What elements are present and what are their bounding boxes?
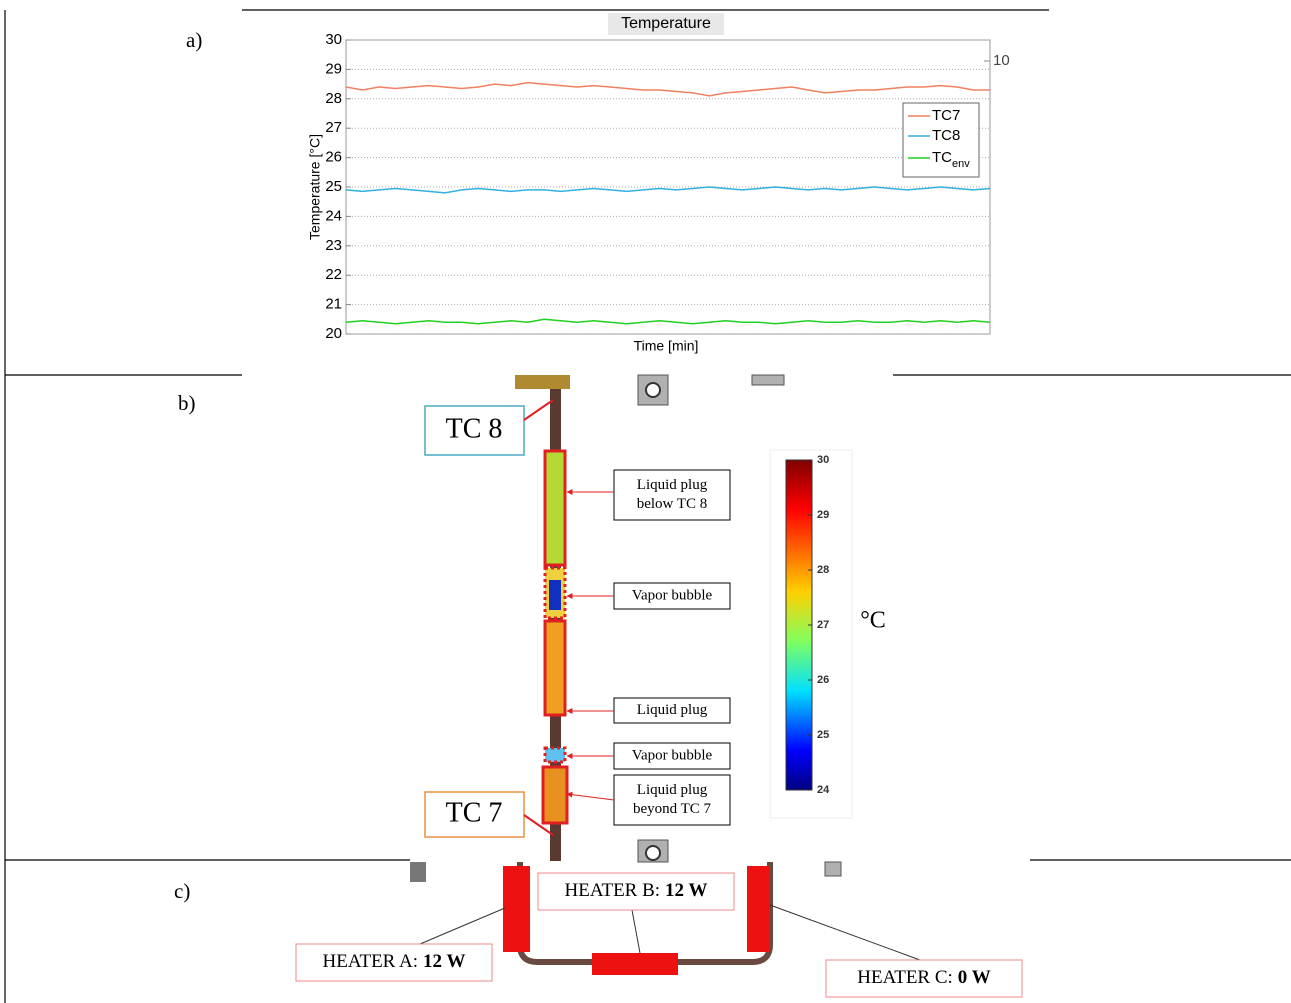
legend-label: TCenv [932,149,970,170]
leader [631,909,641,954]
heater [503,866,530,952]
leader [523,814,554,836]
heater-label: HEATER A: 12 W [323,951,466,972]
series-line [345,186,991,194]
callout-box [613,582,731,610]
callout-text: Liquid plug [637,782,708,798]
y-tick-label: 26 [325,149,342,166]
bracket-hole [645,382,661,398]
thermal-image: TC 8 TC 7 Liquid plug below TC 8 Vapor bub… [424,374,886,863]
liquid-plug [543,619,567,717]
y-tick-label: 21 [325,296,342,313]
colorbar-tick-label: 29 [817,509,829,521]
leader [419,907,506,945]
callout-text: beyond TC 7 [633,801,712,817]
bracket [824,861,842,877]
colorbar-tick-label: 24 [817,784,830,796]
heater-power: 12 W [423,951,465,972]
panel-label: a) [186,28,202,52]
heater [592,953,678,975]
fitting [410,862,426,882]
chart: Temperature Time [min] Temperature [°C] … [307,13,1010,354]
heater-power: 0 W [958,967,991,988]
leader [769,904,921,961]
colorbar-tick-label: 25 [817,729,829,741]
sensor-box [424,791,525,838]
callout-box [613,697,731,724]
vapor-core [549,580,561,610]
heater-label-box [295,943,493,982]
legend-subscript: env [952,158,970,170]
callout-box [613,469,731,521]
y-tick-label: 29 [325,60,342,77]
sensor-label: TC 8 [446,413,503,444]
legend-label: TC7 [932,107,960,124]
colorbar-tick-label: 27 [817,619,829,631]
y-tick-label: 24 [325,207,342,224]
heater-power: 12 W [665,880,707,901]
y-tick-label: 23 [325,237,342,254]
callout-text: Liquid plug [637,477,708,493]
colorbar-tick-label: 26 [817,674,829,686]
y-tick-label: 20 [325,325,342,342]
bracket [751,374,785,386]
callout-box [613,774,731,826]
colorbar-ticks: 24 25 26 27 28 29 30 [808,454,830,796]
x-axis-label: Time [min] [634,338,699,354]
bracket-hole [645,845,661,861]
y-tick-label: 27 [325,119,342,136]
liquid-plug [541,765,569,825]
heater-label-box [537,872,735,911]
heater-label: HEATER B: 12 W [565,880,708,901]
callout-text: below TC 8 [637,496,708,512]
y-tick-label: 25 [325,178,342,195]
fitting [515,375,570,389]
sensor-label: TC 7 [446,797,503,828]
colorbar-unit: °C [860,608,886,634]
sensor-box [424,405,525,456]
heater-name: HEATER C: [857,967,953,988]
panel-label: c) [174,879,190,903]
annotation: 10 [993,52,1010,69]
legend-name: TC [932,149,952,166]
callouts: Liquid plug below TC 8 Vapor bubble Liquid … [566,469,731,826]
vapor-bubble [543,746,567,764]
callout-arrow [566,791,615,801]
y-tick-label: 30 [325,31,342,48]
panel-label: b) [178,391,196,415]
y-tick-label: 22 [325,266,342,283]
callout-text: Vapor bubble [632,747,713,763]
callout-text: Vapor bubble [632,587,713,603]
legend-name: TC8 [932,127,960,144]
heater-label-box [825,959,1023,998]
title-bg [608,13,724,35]
leader [523,399,554,421]
callout-text: Liquid plug [637,702,708,718]
series-line [345,318,991,325]
colorbar-tick-label: 30 [817,454,829,466]
heater [747,866,770,952]
y-tick-label: 28 [325,90,342,107]
legend-name: TC7 [932,107,960,124]
chart-title: Temperature [621,15,711,32]
y-axis-label: Temperature [°C] [307,134,323,240]
heater-name: HEATER A: [323,951,419,972]
liquid-plug [543,449,567,567]
colorbar-tick-label: 28 [817,564,829,576]
series-line [345,81,990,97]
heater-label: HEATER C: 0 W [857,967,990,988]
legend-label: TC8 [932,127,960,144]
heater-name: HEATER B: [565,880,661,901]
